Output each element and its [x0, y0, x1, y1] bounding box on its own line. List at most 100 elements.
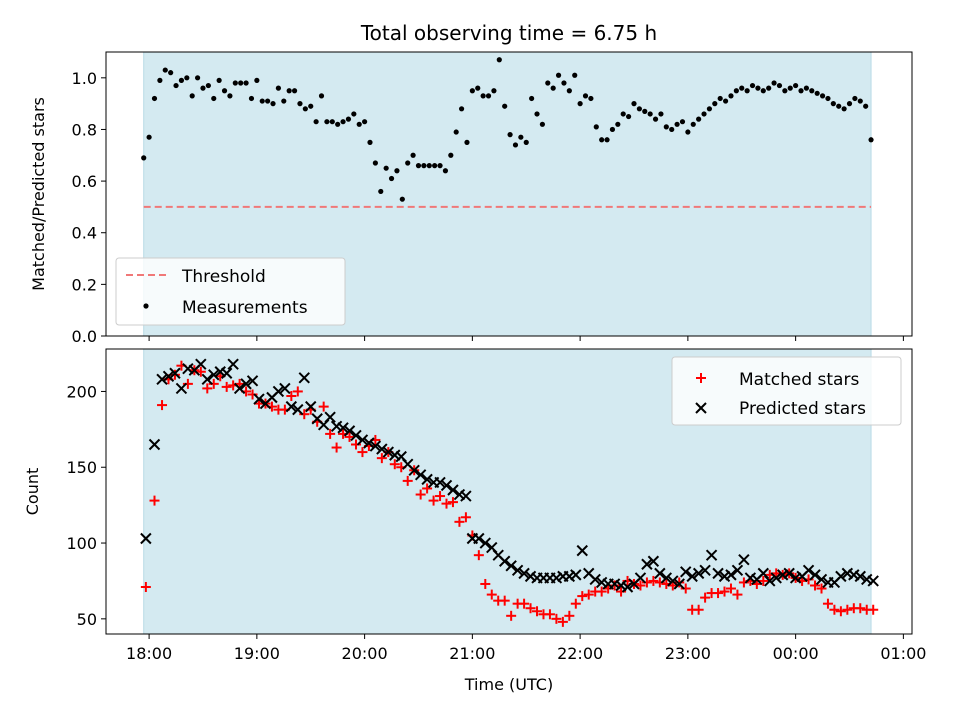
measurement-point	[324, 119, 330, 125]
predicted-star-point	[576, 544, 588, 557]
predicted-star-point	[208, 369, 220, 381]
measurement-point	[609, 126, 616, 133]
measurement-point	[539, 121, 546, 127]
predicted-star-point	[654, 567, 666, 580]
predicted-star-point	[699, 564, 711, 577]
measurement-point	[168, 70, 174, 76]
predicted-star-point	[140, 532, 152, 545]
measurement-point	[157, 77, 163, 83]
measurement-point	[739, 85, 745, 91]
measurement-point	[755, 85, 761, 91]
measurement-point	[615, 121, 621, 127]
measurement-point	[507, 132, 513, 138]
matched-star-point	[454, 516, 465, 527]
measurement-point	[232, 80, 238, 86]
matched-star-point	[758, 575, 769, 586]
matched-star-point	[583, 589, 594, 600]
matched-star-point	[149, 495, 160, 506]
measurement-point	[265, 98, 271, 104]
predicted-star-point	[634, 572, 647, 584]
matched-star-point	[822, 598, 833, 609]
measurement-point	[588, 95, 594, 102]
predicted-star-point	[298, 372, 310, 384]
measurement-point	[502, 103, 508, 109]
x-tick-label: 20:00	[342, 644, 388, 663]
predicted-star-point	[279, 382, 291, 395]
predicted-star-point	[414, 469, 427, 481]
measurement-point	[464, 139, 470, 145]
bottom-axes-frame	[105, 348, 913, 635]
measurement-point	[238, 80, 244, 86]
measurement-point	[733, 88, 739, 94]
measurement-point	[701, 111, 707, 117]
measurement-point	[194, 75, 201, 81]
matched-star-point	[221, 381, 232, 392]
measurement-point	[227, 93, 233, 99]
measurement-point	[221, 88, 228, 94]
measurement-point	[173, 82, 179, 89]
matched-star-point	[402, 475, 413, 486]
predicted-star-point	[363, 437, 375, 449]
measurement-point	[766, 85, 772, 91]
measurement-point	[308, 103, 314, 109]
measurement-point	[356, 121, 362, 127]
predicted-star-point	[162, 370, 175, 382]
measurement-point	[561, 80, 567, 86]
matched-star-point	[525, 603, 536, 614]
y-tick-label: 1.0	[72, 69, 97, 88]
predicted-star-point	[376, 443, 388, 455]
matched-star-point	[422, 483, 433, 494]
measurement-point	[372, 160, 378, 166]
measurement-point	[162, 67, 168, 73]
measurement-point	[480, 93, 486, 99]
measurement-point	[281, 98, 287, 104]
predicted-star-point	[337, 422, 349, 434]
predicted-star-point	[738, 554, 750, 566]
measurement-point	[243, 80, 249, 86]
legend-plus-marker	[696, 373, 706, 383]
predicted-star-point	[673, 578, 685, 590]
predicted-star-point	[518, 567, 530, 580]
measurement-point	[318, 93, 325, 99]
predicted-star-point	[220, 367, 233, 379]
measurement-point	[151, 95, 158, 102]
y-tick-label: 200	[66, 382, 97, 401]
measurement-point	[782, 88, 788, 94]
y-tick-label: 0.8	[72, 120, 97, 139]
matched-star-point	[157, 400, 168, 411]
measurement-point	[421, 163, 427, 169]
predicted-star-point	[802, 564, 815, 577]
top-y-axis-label: Matched/Predicted stars	[29, 97, 48, 291]
y-tick-label: 50	[77, 610, 97, 629]
measurement-point	[297, 101, 303, 107]
legend-matched-label: Matched stars	[739, 370, 859, 390]
predicted-star-point	[272, 385, 285, 398]
matched-star-point	[674, 577, 685, 588]
measurement-point	[690, 121, 696, 127]
matched-star-point	[855, 603, 866, 614]
top-legend: Threshold Measurements	[115, 257, 346, 326]
measurement-point	[378, 188, 384, 195]
measurement-point	[652, 116, 659, 122]
x-tick-label: 19:00	[234, 644, 280, 663]
matched-star-point	[325, 428, 336, 439]
predicted-star-point	[440, 479, 453, 492]
predicted-star-point	[350, 429, 362, 442]
predicted-star-point	[292, 403, 304, 416]
measurement-point	[146, 134, 152, 140]
bottom-y-axis-label: Count	[23, 468, 42, 516]
matched-star-point	[635, 580, 646, 591]
measurement-point	[491, 88, 497, 94]
measurement-point	[254, 77, 260, 83]
top-panel: Total observing time = 6.75 h 0.00.20.40…	[29, 21, 913, 346]
measurement-point	[744, 88, 750, 94]
measurement-point	[771, 80, 777, 86]
measurement-point	[335, 121, 341, 127]
y-tick-label: 0.4	[72, 224, 97, 243]
measurement-point	[712, 101, 718, 107]
measurement-point	[582, 93, 589, 99]
measurement-point	[405, 160, 411, 166]
measurement-point	[291, 88, 298, 94]
matched-star-point	[564, 610, 575, 621]
measurement-point	[178, 77, 185, 83]
